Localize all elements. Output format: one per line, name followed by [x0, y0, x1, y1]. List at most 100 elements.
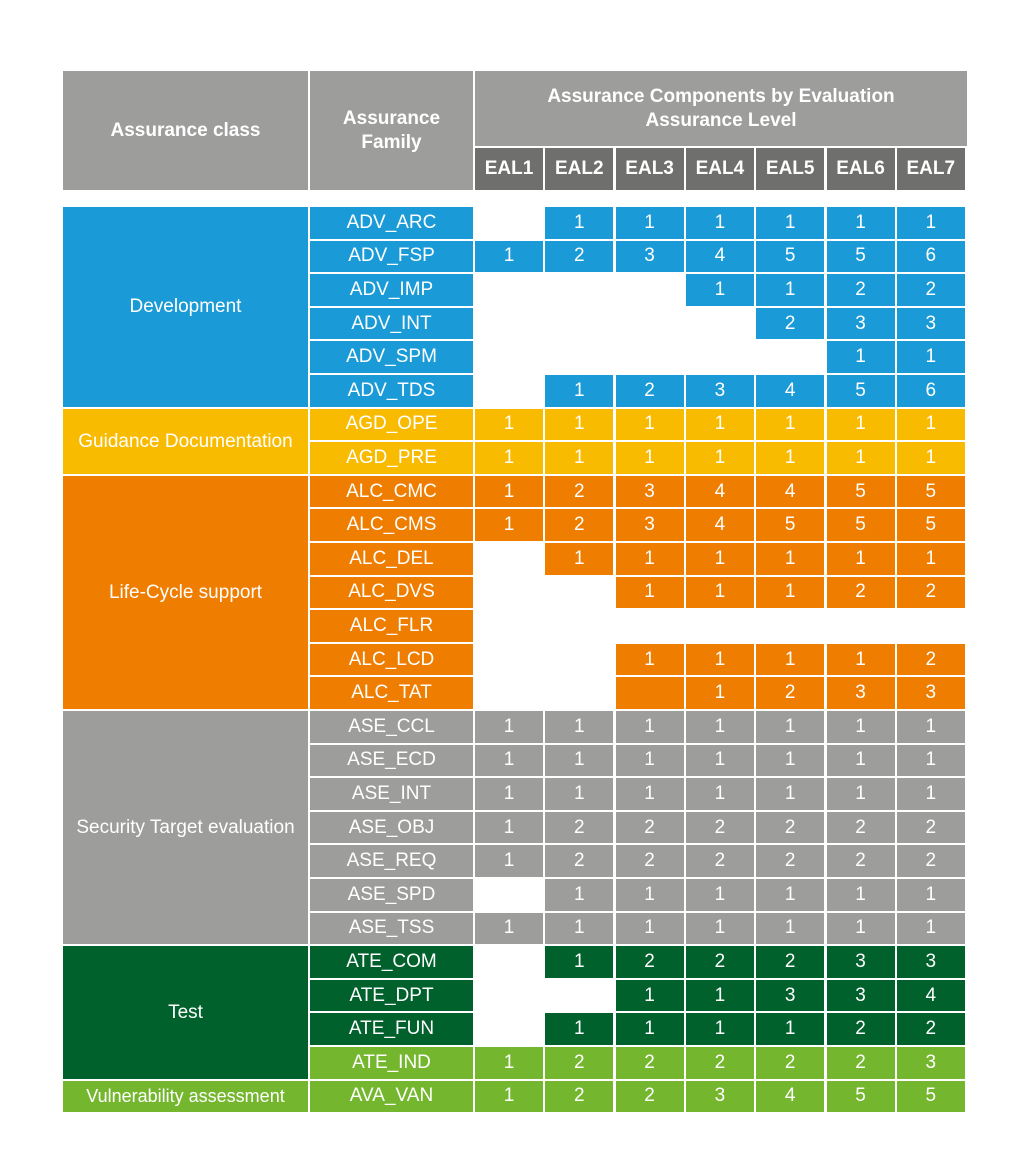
eal-level-cell: 1 [615, 912, 684, 945]
eal-level-cell: 4 [756, 475, 825, 508]
eal-level-cell: 4 [685, 509, 754, 541]
eal-level-cell: 5 [756, 240, 825, 273]
eal-level-cell: 2 [826, 576, 895, 609]
eal-level-cell: 1 [826, 442, 895, 474]
eal-level-cell: 1 [896, 341, 965, 373]
eal-level-cell [475, 1013, 543, 1045]
eal-level-cell [545, 308, 613, 340]
eal-level-cell: 2 [545, 240, 614, 273]
eal-level-cell: 3 [826, 979, 895, 1012]
eal-level-cell: 1 [615, 979, 684, 1012]
eal-level-cell: 1 [896, 442, 965, 474]
assurance-class-cell: Vulnerability assessment [63, 1080, 308, 1113]
header-eal-3: EAL3 [615, 148, 684, 190]
eal-level-cell: 1 [685, 442, 754, 474]
eal-level-cell [897, 610, 965, 642]
eal-level-cell: 1 [756, 912, 825, 945]
eal-level-cell: 5 [826, 509, 895, 541]
eal-level-cell: 2 [756, 811, 825, 844]
table-row: ASE_CCL 1 1 1 1 1 1 1 [310, 711, 967, 743]
eal-level-cell [686, 341, 754, 373]
table-header: Assurance class Assurance Family Assuran… [63, 71, 967, 190]
eal-level-cell: 2 [896, 274, 965, 306]
header-eal-1: EAL1 [475, 148, 543, 190]
eal-level-cell: 1 [685, 1013, 754, 1045]
eal-level-cell: 3 [685, 1080, 754, 1113]
eal-level-cell: 1 [545, 1013, 614, 1045]
eal-level-cell: 1 [826, 879, 895, 911]
eal-level-cell [616, 610, 684, 642]
assurance-family-cell: ADV_FSP [310, 240, 473, 273]
eal-level-cell: 1 [615, 744, 684, 777]
assurance-family-cell: AGD_PRE [310, 442, 473, 474]
table-row: ASE_ECD 1 1 1 1 1 1 1 [310, 744, 967, 777]
eal-level-cell: 3 [896, 307, 965, 340]
eal-level-cell: 1 [545, 442, 614, 474]
eal-level-cell: 3 [826, 677, 895, 709]
eal-level-cell: 1 [756, 207, 825, 239]
table-row: ADV_TDS 1 2 3 4 5 6 [310, 375, 967, 407]
eal-level-cell: 1 [475, 912, 543, 945]
eal-level-cell: 1 [685, 979, 754, 1012]
eal-level-cell: 2 [545, 475, 614, 508]
eal-level-cell: 1 [545, 375, 614, 407]
eal-level-cell: 1 [685, 207, 754, 239]
header-eal-7: EAL7 [896, 148, 965, 190]
eal-level-cell: 2 [615, 845, 684, 877]
eal-level-cell: 1 [756, 711, 825, 743]
table-row: ADV_IMP 1 1 2 2 [310, 274, 967, 306]
eal-level-cell: 2 [756, 845, 825, 877]
eal-level-cell: 2 [545, 1080, 614, 1113]
eal-level-cell: 2 [685, 946, 754, 978]
eal-level-cell: 3 [615, 240, 684, 273]
eal-level-cell: 1 [545, 912, 614, 945]
eal-level-cell: 4 [756, 375, 825, 407]
table-row: ALC_DEL 1 1 1 1 1 1 [310, 543, 967, 575]
assurance-family-cell: ADV_INT [310, 307, 473, 340]
assurance-class-cell: Life-Cycle support [63, 475, 308, 709]
eal-level-cell: 3 [615, 475, 684, 508]
eal-level-cell: 4 [896, 979, 965, 1012]
eal-level-cell: 2 [615, 375, 684, 407]
header-components-title: Assurance Components by Evaluation Assur… [475, 71, 967, 146]
eal-level-cell [475, 980, 543, 1012]
eal-assurance-table: Assurance class Assurance Family Assuran… [63, 71, 967, 1113]
eal-level-cell: 2 [826, 811, 895, 844]
eal-level-cell: 2 [615, 946, 684, 978]
assurance-family-cell: AVA_VAN [310, 1080, 473, 1113]
eal-level-cell: 3 [685, 375, 754, 407]
eal-level-cell [475, 375, 543, 407]
eal-level-cell: 1 [615, 879, 684, 911]
eal-level-cell: 1 [685, 912, 754, 945]
eal-level-cell [616, 308, 684, 340]
eal-level-cell: 3 [896, 677, 965, 709]
header-assurance-family: Assurance Family [310, 71, 473, 190]
eal-level-cell: 3 [756, 979, 825, 1012]
eal-level-cell: 1 [685, 744, 754, 777]
eal-level-cell [475, 274, 543, 306]
eal-level-cell [545, 341, 613, 373]
assurance-family-cell: ADV_TDS [310, 375, 473, 407]
assurance-family-cell: ATE_IND [310, 1047, 473, 1079]
eal-level-cell: 1 [615, 408, 684, 441]
table-row: ADV_ARC 1 1 1 1 1 1 [310, 207, 967, 239]
eal-level-cell: 1 [475, 1047, 543, 1079]
assurance-family-cell: ASE_CCL [310, 711, 473, 743]
eal-level-cell: 6 [896, 375, 965, 407]
eal-level-cell: 2 [826, 1013, 895, 1045]
table-row: ASE_REQ 1 2 2 2 2 2 2 [310, 845, 967, 877]
eal-level-cell: 2 [756, 946, 825, 978]
table-row: ALC_TAT 1 2 3 3 [310, 677, 967, 709]
eal-level-cell: 5 [826, 240, 895, 273]
assurance-class-cell: Guidance Documentation [63, 408, 308, 474]
assurance-family-cell: ASE_OBJ [310, 811, 473, 844]
eal-level-cell: 1 [826, 778, 895, 810]
eal-level-cell: 1 [475, 811, 543, 844]
eal-level-cell: 1 [756, 744, 825, 777]
eal-level-cell: 1 [615, 778, 684, 810]
eal-level-cell: 2 [756, 677, 825, 709]
eal-level-cell [475, 341, 543, 373]
table-row: ASE_TSS 1 1 1 1 1 1 1 [310, 912, 967, 945]
eal-level-cell: 1 [826, 744, 895, 777]
eal-level-cell: 1 [545, 946, 614, 978]
